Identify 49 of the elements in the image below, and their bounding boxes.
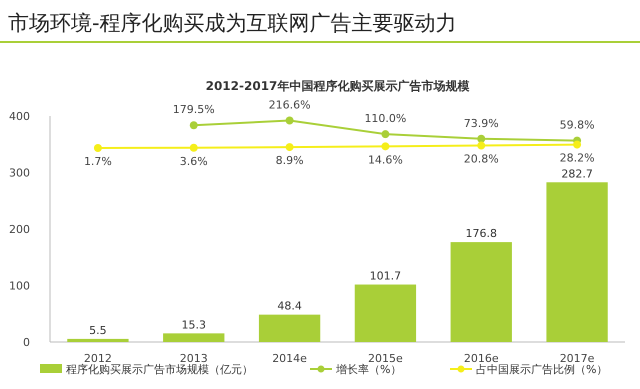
data-label: 28.2% <box>560 152 595 165</box>
bar <box>354 284 416 342</box>
y-tick-label: 400 <box>9 110 30 123</box>
point <box>573 140 582 149</box>
data-label: 176.8 <box>466 227 497 240</box>
point <box>477 142 486 150</box>
data-label: 14.6% <box>368 153 403 166</box>
point <box>190 121 198 130</box>
legend-label: 占中国展示广告比例（%） <box>476 363 608 376</box>
y-tick-label: 100 <box>9 280 30 292</box>
data-label: 20.8% <box>464 152 499 166</box>
point <box>381 142 390 150</box>
x-tick-label: 2015e <box>368 352 404 365</box>
data-label: 101.7 <box>370 270 402 283</box>
bar <box>546 182 608 342</box>
data-label: 59.8% <box>560 118 595 132</box>
point <box>477 134 486 143</box>
bar <box>450 242 512 342</box>
chart-subtitle: 2012-2017年中国程序化购买展示广告市场规模 <box>206 79 470 93</box>
point <box>286 143 294 152</box>
data-label: 1.7% <box>84 155 112 168</box>
point <box>190 144 198 152</box>
data-label: 48.4 <box>277 300 302 313</box>
point <box>94 144 102 152</box>
data-label: 3.6% <box>180 154 208 168</box>
x-tick-label: 2016e <box>464 352 499 365</box>
point <box>286 116 294 124</box>
legend-label: 程序化购买展示广告市场规模（亿元） <box>66 363 253 376</box>
legend-label: 增长率（%） <box>335 363 402 376</box>
y-tick-label: 200 <box>9 223 30 236</box>
y-tick-label: 300 <box>9 166 30 180</box>
x-tick-label: 2017e <box>560 352 595 365</box>
chart-title: 市场环境-程序化购买成为互联网广告主要驱动力 <box>8 11 457 35</box>
point <box>381 130 390 138</box>
data-label: 179.5% <box>172 103 215 116</box>
x-tick-label: 2014e <box>272 352 308 365</box>
x-tick-label: 2013 <box>180 352 208 365</box>
data-label: 5.5 <box>89 324 107 337</box>
data-label: 282.7 <box>561 167 593 180</box>
x-tick-label: 2012 <box>84 352 112 365</box>
y-tick-label: 0 <box>23 336 30 349</box>
bar <box>163 333 224 342</box>
data-label: 110.0% <box>364 112 406 126</box>
data-label: 73.9% <box>464 116 499 130</box>
bar <box>67 338 129 342</box>
data-label: 8.9% <box>276 154 304 168</box>
data-label: 216.6% <box>268 98 311 112</box>
data-label: 15.3 <box>182 318 206 332</box>
bar <box>258 314 320 342</box>
